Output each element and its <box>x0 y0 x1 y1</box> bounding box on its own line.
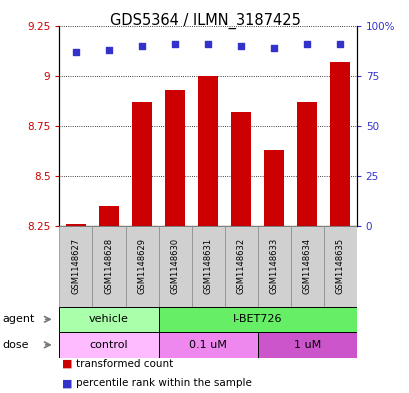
Bar <box>99 206 119 226</box>
Text: GDS5364 / ILMN_3187425: GDS5364 / ILMN_3187425 <box>109 13 300 29</box>
Point <box>138 42 145 49</box>
Text: ■: ■ <box>61 358 72 369</box>
Point <box>106 46 112 53</box>
Bar <box>158 226 191 307</box>
Bar <box>198 75 218 226</box>
Bar <box>323 226 356 307</box>
Bar <box>257 332 356 358</box>
Point <box>303 40 310 47</box>
Point <box>237 42 244 49</box>
Bar <box>165 90 184 226</box>
Text: GSM1148634: GSM1148634 <box>302 238 311 294</box>
Bar <box>231 112 250 226</box>
Point <box>204 40 211 47</box>
Point <box>336 40 343 47</box>
Point <box>171 40 178 47</box>
Bar <box>330 62 349 226</box>
Bar <box>59 226 92 307</box>
Text: 0.1 uM: 0.1 uM <box>189 340 227 350</box>
Text: 1 uM: 1 uM <box>293 340 320 350</box>
Text: agent: agent <box>2 314 34 324</box>
Bar <box>59 332 158 358</box>
Text: transformed count: transformed count <box>76 358 173 369</box>
Text: GSM1148630: GSM1148630 <box>170 238 179 294</box>
Bar <box>224 226 257 307</box>
Text: percentile rank within the sample: percentile rank within the sample <box>76 378 251 388</box>
Bar <box>158 307 356 332</box>
Text: GSM1148631: GSM1148631 <box>203 238 212 294</box>
Text: ■: ■ <box>61 378 72 388</box>
Text: dose: dose <box>2 340 29 350</box>
Bar <box>297 102 316 226</box>
Text: GSM1148627: GSM1148627 <box>71 238 80 294</box>
Text: vehicle: vehicle <box>89 314 128 324</box>
Text: I-BET726: I-BET726 <box>232 314 282 324</box>
Bar <box>132 102 152 226</box>
Text: GSM1148628: GSM1148628 <box>104 238 113 294</box>
Text: control: control <box>90 340 128 350</box>
Bar <box>66 224 85 226</box>
Text: GSM1148633: GSM1148633 <box>269 238 278 294</box>
Point <box>270 44 277 51</box>
Text: GSM1148635: GSM1148635 <box>335 238 344 294</box>
Text: GSM1148632: GSM1148632 <box>236 238 245 294</box>
Bar <box>257 226 290 307</box>
Bar <box>125 226 158 307</box>
Bar <box>59 307 158 332</box>
Bar <box>263 150 283 226</box>
Bar <box>290 226 323 307</box>
Text: GSM1148629: GSM1148629 <box>137 238 146 294</box>
Point <box>72 48 79 55</box>
Bar <box>191 226 224 307</box>
Bar <box>92 226 125 307</box>
Bar <box>158 332 257 358</box>
